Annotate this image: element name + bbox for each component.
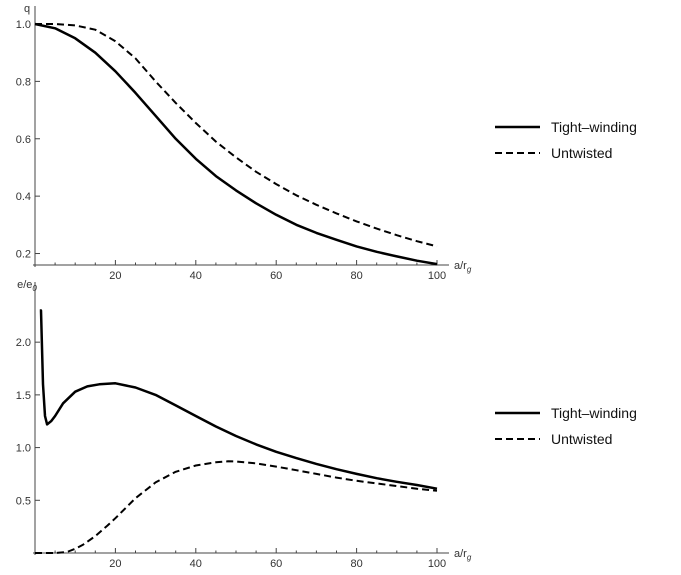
y-tick-label: 0.2 <box>16 249 31 261</box>
y-tick-label: 2.0 <box>16 337 31 349</box>
x-tick-label: 40 <box>190 270 202 282</box>
x-tick-label: 100 <box>428 558 446 570</box>
series-line-tight-winding <box>34 22 438 266</box>
x-tick-label: 80 <box>350 558 362 570</box>
legend-label: Untwisted <box>551 145 612 161</box>
top-panel: 0.2 0.4 0.6 0.8 1.0 20 40 60 80 100 q a/rg Tight–win… <box>16 3 637 282</box>
y-tick-label: 0.6 <box>16 134 31 146</box>
y-axis-label: q <box>24 3 30 15</box>
y-tick-label: 1.5 <box>16 390 31 402</box>
y-tick-label: 0.4 <box>16 191 31 203</box>
series-line-untwisted <box>35 23 438 248</box>
x-tick-label: 80 <box>350 270 362 282</box>
legend-label: Tight–winding <box>551 405 637 421</box>
x-tick-label: 20 <box>109 558 121 570</box>
x-tick-label: 40 <box>190 558 202 570</box>
x-tick-label: 100 <box>428 270 446 282</box>
series-line-untwisted <box>35 460 438 554</box>
x-axis-label: a/rg <box>454 260 472 274</box>
legend-label: Tight–winding <box>551 119 637 135</box>
bottom-panel: 0.5 1.0 1.5 2.0 20 40 60 80 100 e/e0 a/rg Tight–win… <box>16 279 637 570</box>
x-tick-label: 60 <box>270 558 282 570</box>
y-tick-label: 0.5 <box>16 495 31 507</box>
y-tick-label: 0.8 <box>16 76 31 88</box>
y-tick-label: 1.0 <box>16 443 31 455</box>
y-axis-label: e/e0 <box>17 279 37 293</box>
series-line-tight-winding <box>39 309 438 490</box>
x-axis-label: a/rg <box>454 548 472 562</box>
y-tick-label: 1.0 <box>16 19 31 31</box>
legend-label: Untwisted <box>551 431 612 447</box>
x-tick-label: 60 <box>270 270 282 282</box>
x-tick-label: 20 <box>109 270 121 282</box>
